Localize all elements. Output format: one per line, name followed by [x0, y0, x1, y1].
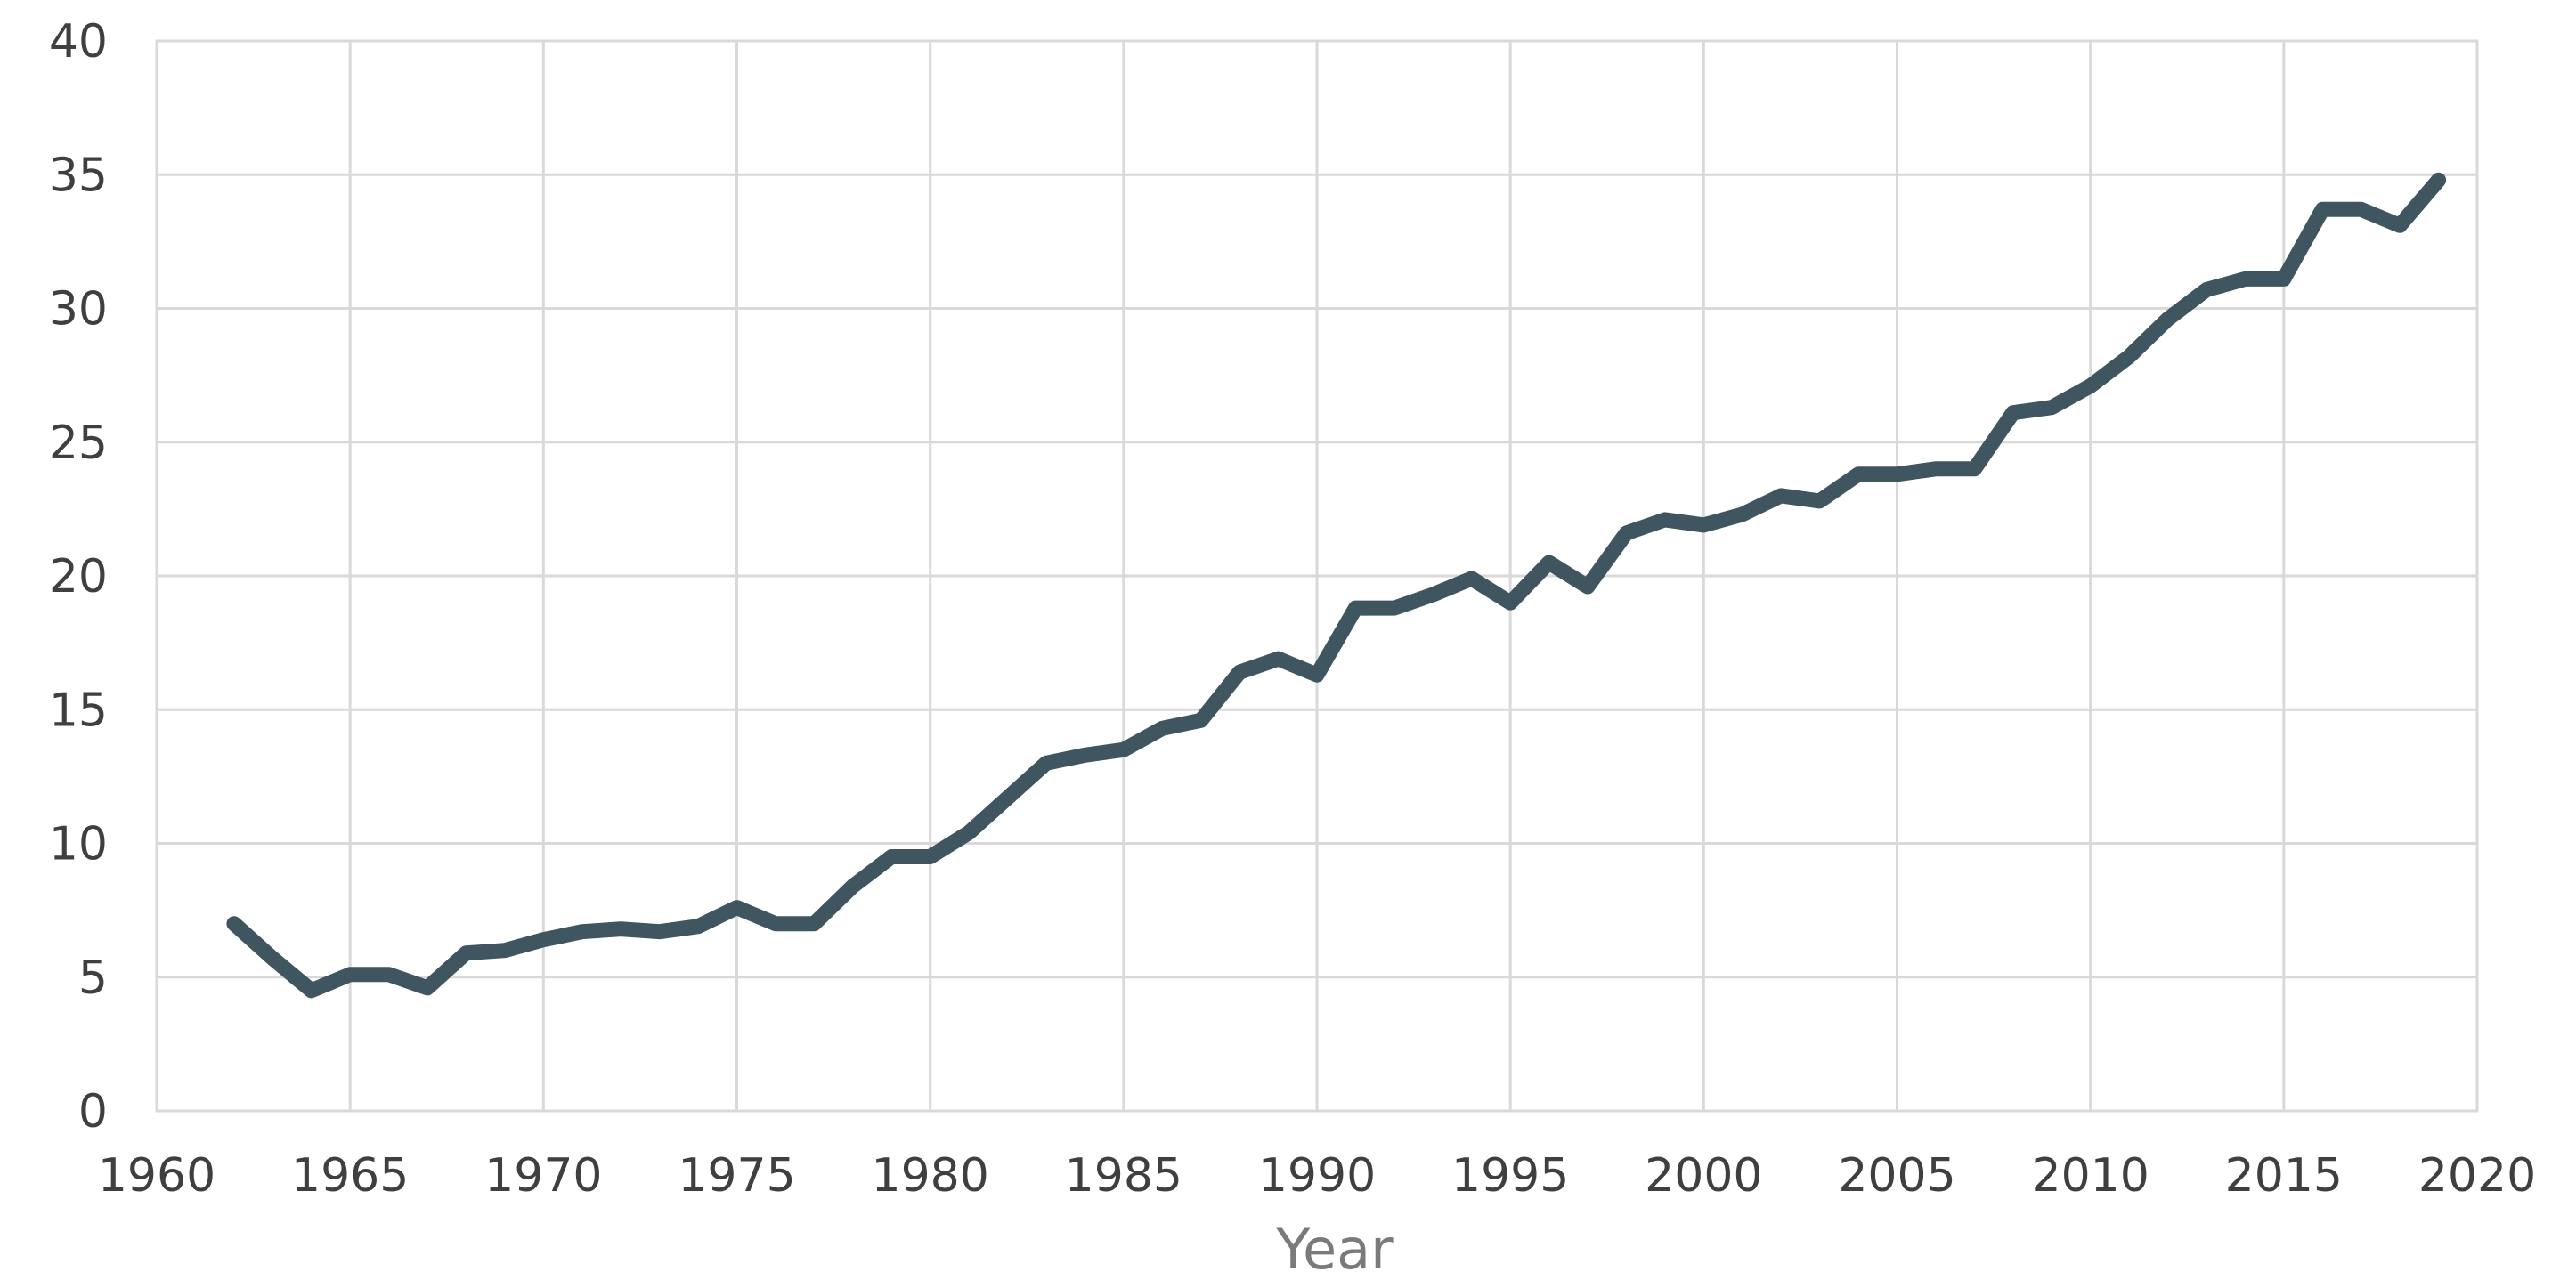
x-tick-label: 2000: [1645, 1149, 1762, 1203]
y-tick-label: 15: [49, 684, 108, 737]
x-tick-label: 2005: [1838, 1149, 1955, 1203]
label-layer: 0 5 10 15 20 25 30 35 40 1960 1965 1970 1975 1980 1985…: [49, 15, 2536, 1282]
x-tick-label: 1975: [678, 1149, 795, 1203]
x-tick-label: 1995: [1451, 1149, 1569, 1203]
plot-frame: [155, 39, 2479, 1113]
x-tick-label: 1965: [291, 1149, 409, 1203]
y-tick-label: 5: [78, 952, 108, 1005]
series-layer: [226, 172, 2447, 999]
series-line: [226, 172, 2447, 999]
y-tick-label: 20: [49, 550, 108, 603]
axis-layer: [155, 39, 2479, 1113]
x-tick-label: 1985: [1065, 1149, 1182, 1203]
x-tick-label: 2010: [2031, 1149, 2149, 1203]
y-tick-label: 30: [49, 283, 108, 336]
y-tick-label: 0: [78, 1085, 108, 1138]
x-tick-label: 2020: [2418, 1149, 2536, 1203]
y-tick-label: 25: [49, 417, 108, 470]
y-tick-label: 40: [49, 15, 108, 69]
y-tick-label: 10: [49, 818, 108, 871]
x-tick-label: 2015: [2225, 1149, 2343, 1203]
x-tick-label: 1960: [98, 1149, 215, 1203]
x-tick-label: 1980: [871, 1149, 988, 1203]
x-tick-label: 1990: [1258, 1149, 1376, 1203]
y-tick-label: 35: [49, 149, 108, 202]
x-tick-label: 1970: [484, 1149, 602, 1203]
x-axis-title: Year: [1275, 1217, 1394, 1282]
